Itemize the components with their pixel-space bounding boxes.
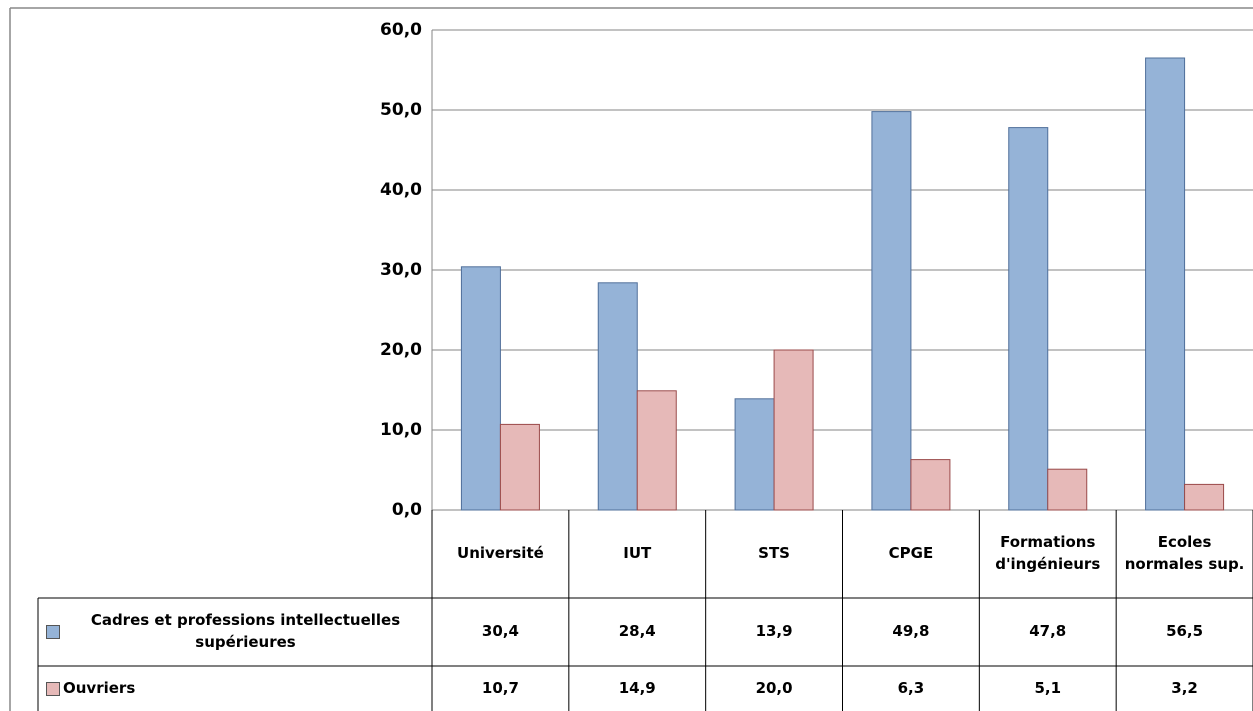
data-label-text: 28,4 (618, 622, 656, 641)
y-tick-label: 10,0 (380, 420, 422, 440)
data-label-text: 6,3 (897, 678, 925, 697)
y-tick-label: 0,0 (392, 500, 422, 520)
data-label-text: 14,9 (618, 678, 656, 697)
bar (1145, 57, 1186, 511)
bar (1008, 127, 1049, 511)
data-label-text: 30,4 (481, 622, 519, 641)
y-tick-label: 50,0 (380, 100, 422, 120)
bar (734, 398, 775, 511)
x-tick-label: STS (706, 510, 843, 598)
x-tick-label: Formations d'ingénieurs (979, 510, 1116, 598)
data-label: 20,0 (706, 666, 843, 711)
x-tick-label: Ecoles normales sup. (1116, 510, 1253, 598)
data-label: 6,3 (843, 666, 980, 711)
y-tick-label: 40,0 (380, 180, 422, 200)
data-label: 30,4 (432, 598, 569, 666)
data-label: 28,4 (569, 598, 706, 666)
bar (460, 266, 501, 511)
bar (499, 423, 540, 511)
bar (1047, 468, 1088, 511)
bar (1184, 483, 1225, 511)
x-tick-label-text: Ecoles normales sup. (1124, 533, 1245, 573)
x-tick-label: Université (432, 510, 569, 598)
data-label: 5,1 (979, 666, 1116, 711)
legend-key (46, 625, 60, 639)
x-tick-label-text: Formations d'ingénieurs (995, 533, 1101, 573)
x-tick-label-text: STS (758, 544, 790, 563)
data-label: 47,8 (979, 598, 1116, 666)
legend-text: Ouvriers (63, 678, 136, 697)
data-label-text: 47,8 (1029, 622, 1067, 641)
legend-entry: Cadres et professions intellectuelles su… (38, 598, 432, 666)
data-label: 49,8 (843, 598, 980, 666)
x-tick-label: IUT (569, 510, 706, 598)
bar (773, 349, 814, 511)
data-label-text: 56,5 (1166, 622, 1204, 641)
y-tick-label: 60,0 (380, 20, 422, 40)
bar (597, 282, 638, 511)
data-label: 10,7 (432, 666, 569, 711)
bar (636, 390, 677, 511)
bar (871, 111, 912, 511)
bar (910, 459, 951, 511)
data-label: 3,2 (1116, 666, 1253, 711)
data-label: 13,9 (706, 598, 843, 666)
x-tick-label: CPGE (843, 510, 980, 598)
data-label-text: 49,8 (892, 622, 930, 641)
data-label-text: 13,9 (755, 622, 793, 641)
data-label: 56,5 (1116, 598, 1253, 666)
legend-entry: Ouvriers (38, 666, 432, 711)
y-tick-label: 30,0 (380, 260, 422, 280)
data-label-text: 3,2 (1171, 678, 1198, 697)
data-label-text: 20,0 (755, 678, 793, 697)
x-tick-label-text: CPGE (888, 544, 934, 563)
data-label-text: 5,1 (1034, 678, 1062, 697)
legend-text: Cadres et professions intellectuelles su… (90, 611, 401, 651)
y-tick-label: 20,0 (380, 340, 422, 360)
x-tick-label-text: Université (457, 544, 544, 563)
data-label-text: 10,7 (481, 678, 519, 697)
legend-key (46, 681, 60, 696)
x-tick-label-text: IUT (623, 544, 652, 563)
data-label: 14,9 (569, 666, 706, 711)
